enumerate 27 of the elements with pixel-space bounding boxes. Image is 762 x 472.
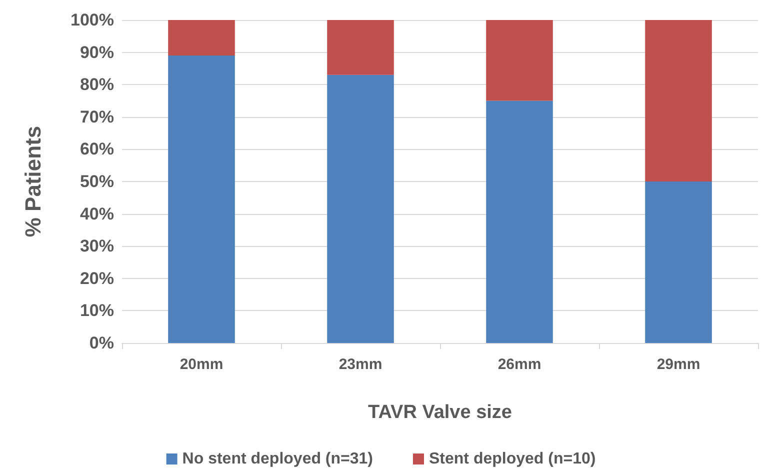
x-tick-label: 20mm	[180, 356, 224, 373]
y-tick-label: 60%	[80, 140, 114, 159]
y-tick-label: 80%	[80, 75, 114, 94]
bar	[168, 56, 235, 343]
legend-label: Stent deployed (n=10)	[429, 450, 596, 468]
y-tick-label: 100%	[70, 10, 114, 30]
legend-label: No stent deployed (n=31)	[182, 450, 374, 468]
bar	[486, 100, 553, 343]
bar	[327, 74, 394, 343]
x-tick-label: 26mm	[498, 356, 542, 373]
y-tick-label: 70%	[80, 107, 114, 126]
x-tick-label: 23mm	[338, 356, 382, 373]
y-tick-label: 50%	[80, 172, 114, 191]
bar	[168, 20, 235, 56]
bar	[327, 20, 394, 75]
y-tick-label: 10%	[80, 301, 114, 320]
x-axis-title: TAVR Valve size	[368, 402, 512, 423]
y-tick-label: 0%	[89, 334, 114, 352]
y-axis-title: % Patients	[20, 126, 46, 238]
y-tick-label: 20%	[80, 268, 114, 288]
bar	[486, 20, 553, 101]
y-tick-label: 40%	[80, 204, 114, 224]
y-tick-label: 30%	[80, 236, 114, 256]
x-tick-label: 29mm	[656, 356, 700, 373]
y-tick-label: 90%	[80, 42, 114, 62]
bar	[645, 20, 712, 182]
bar	[645, 182, 712, 343]
